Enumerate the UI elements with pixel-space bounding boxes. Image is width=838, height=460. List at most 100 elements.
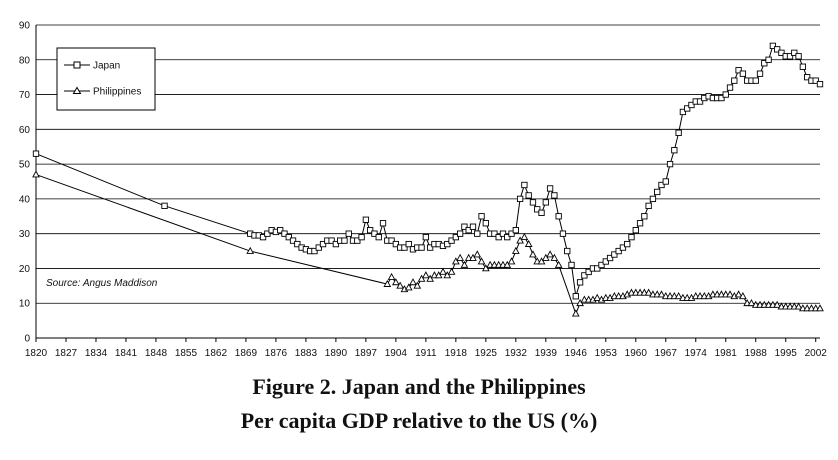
x-tick-label: 1939 (535, 348, 558, 359)
data-point-japan (354, 237, 361, 244)
series-philippines (32, 170, 824, 317)
data-point-philippines (503, 260, 512, 268)
data-point-japan (259, 233, 267, 241)
data-point-philippines (387, 272, 396, 280)
data-point-japan (465, 227, 472, 234)
data-point-japan (568, 261, 575, 269)
data-point-japan (482, 220, 489, 227)
data-point-philippines (516, 236, 524, 244)
data-point-japan (345, 230, 352, 237)
x-tick-label: 1967 (655, 348, 678, 359)
x-tick-label: 1960 (625, 348, 648, 359)
data-point-philippines (447, 267, 456, 275)
y-tick-label: 10 (19, 299, 31, 310)
y-tick-label: 80 (19, 55, 31, 66)
y-tick-label: 20 (19, 264, 31, 275)
data-point-philippines (529, 250, 537, 258)
data-point-philippines (571, 309, 580, 317)
x-tick-label: 1981 (715, 348, 738, 359)
data-point-japan (358, 233, 365, 241)
data-point-philippines (734, 290, 743, 298)
data-point-japan (594, 265, 601, 272)
data-point-japan (564, 247, 571, 255)
data-point-japan (332, 240, 340, 248)
data-point-japan (328, 237, 335, 244)
data-point-japan (392, 240, 400, 248)
data-point-japan (581, 272, 588, 279)
data-point-japan (632, 227, 639, 234)
legend: Japan Philippines (56, 47, 156, 111)
data-point-japan (525, 192, 532, 199)
data-point-philippines (644, 288, 653, 296)
data-point-japan (585, 268, 592, 276)
x-tick-label: 1932 (505, 348, 528, 359)
data-point-japan (679, 108, 687, 116)
legend-label-japan: Japan (93, 61, 120, 72)
data-point-philippines (417, 274, 426, 282)
data-point-japan (529, 199, 537, 206)
data-point-japan (803, 74, 811, 81)
data-point-japan (756, 70, 764, 77)
data-point-philippines (507, 257, 516, 265)
data-point-japan (546, 185, 554, 192)
data-point-japan (161, 202, 168, 209)
data-point-philippines (392, 278, 400, 286)
gridlines (36, 24, 820, 304)
data-point-japan (277, 227, 284, 234)
data-point-philippines (520, 232, 529, 240)
data-point-japan (722, 91, 729, 98)
data-point-philippines (396, 281, 405, 289)
data-point-philippines (541, 253, 550, 261)
series-line-philippines (35, 174, 820, 316)
data-point-japan (611, 251, 618, 258)
x-tick-label: 1904 (385, 348, 408, 359)
chart-title: Figure 2. Japan and the Philippines (252, 374, 586, 399)
data-point-japan (624, 240, 631, 248)
data-point-japan (769, 42, 777, 50)
y-tick-label: 70 (19, 90, 31, 101)
data-point-japan (405, 240, 412, 248)
line-chart: 0 10 20 30 40 50 60 70 80 90 1820 1827 1834 1841 1848 1… (19, 21, 828, 360)
data-point-japan (718, 94, 725, 102)
data-point-philippines (434, 271, 443, 279)
x-tick-label: 1834 (85, 348, 108, 359)
data-point-japan (688, 101, 695, 109)
data-point-japan (731, 77, 738, 84)
data-point-japan (538, 209, 545, 216)
data-point-philippines (674, 292, 683, 300)
x-tick-label: 1855 (175, 348, 198, 359)
x-tick-label: 2002 (805, 348, 828, 359)
x-tick-label: 1827 (55, 348, 78, 359)
data-point-japan (504, 233, 511, 241)
data-point-japan (311, 247, 318, 255)
data-point-japan (426, 244, 434, 251)
data-point-philippines (524, 239, 533, 247)
data-point-philippines (739, 292, 747, 300)
x-tick-label: 1869 (235, 348, 258, 359)
data-point-japan (401, 244, 408, 251)
data-point-japan (289, 237, 297, 244)
chart-subtitle: Per capita GDP relative to the US (%) (240, 408, 598, 433)
y-tick-label: 60 (19, 125, 31, 136)
data-point-japan (559, 230, 567, 237)
data-point-japan (499, 230, 507, 237)
data-point-japan (649, 195, 657, 203)
series-layer (32, 42, 824, 317)
x-tick-label: 1876 (265, 348, 288, 359)
data-point-philippines (794, 302, 803, 310)
data-point-japan (658, 181, 665, 189)
data-point-japan (542, 199, 549, 206)
data-point-japan (315, 244, 322, 251)
data-point-japan (469, 223, 477, 230)
data-point-japan (774, 46, 781, 53)
data-point-philippines (409, 278, 417, 286)
x-tick-label: 1890 (325, 348, 348, 359)
data-point-japan (285, 233, 292, 241)
data-point-philippines (481, 264, 490, 272)
data-point-philippines (511, 246, 520, 254)
data-point-japan (367, 227, 374, 234)
data-point-japan (375, 233, 382, 241)
data-point-japan (684, 105, 691, 112)
data-point-japan (619, 244, 627, 251)
data-point-japan (341, 237, 348, 244)
